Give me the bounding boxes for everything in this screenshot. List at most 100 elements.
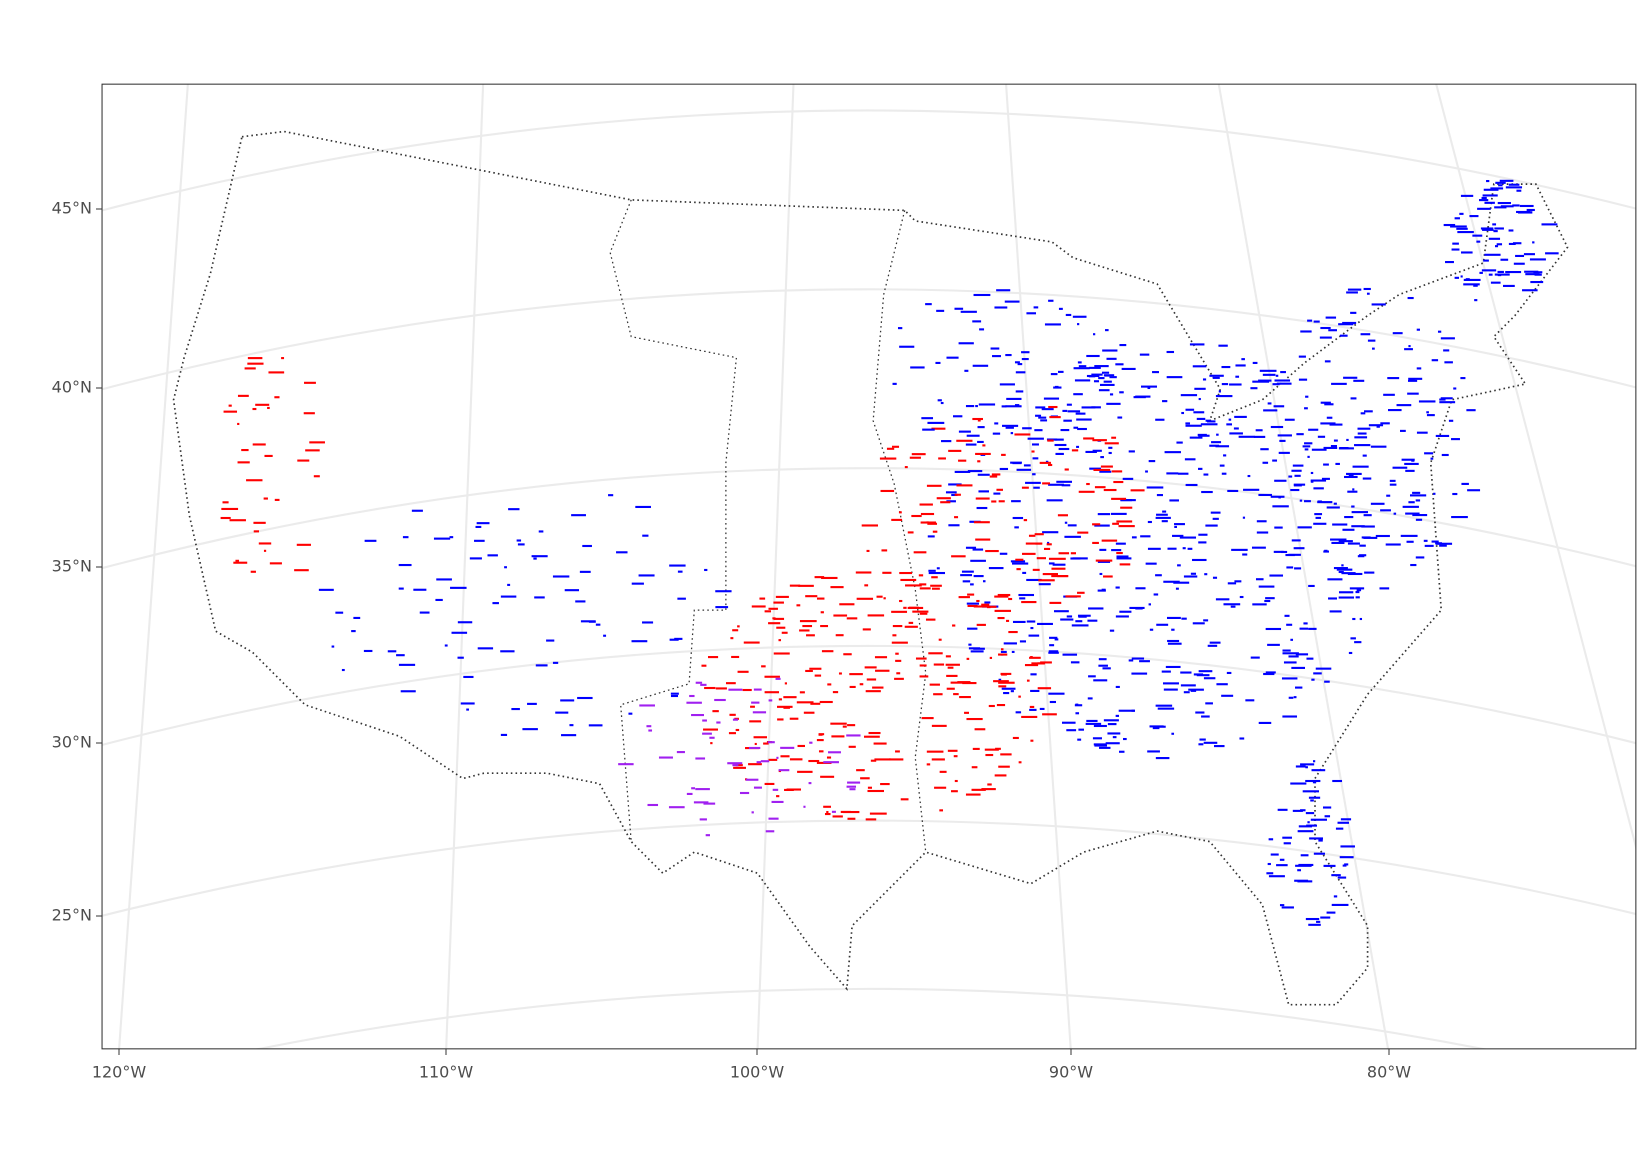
point <box>1048 692 1065 695</box>
point <box>1099 572 1103 576</box>
point <box>263 497 268 500</box>
point <box>948 449 962 452</box>
graticule-line <box>102 819 1636 917</box>
point <box>1315 516 1321 519</box>
point <box>1166 376 1183 379</box>
point <box>1376 425 1380 428</box>
point <box>1324 680 1330 683</box>
point <box>981 603 990 606</box>
point <box>803 805 806 808</box>
point <box>821 650 834 653</box>
point <box>1198 434 1210 437</box>
point <box>1227 489 1239 493</box>
point <box>1111 436 1117 439</box>
point <box>1264 599 1271 603</box>
point <box>1483 259 1489 262</box>
point <box>1320 916 1331 919</box>
point <box>433 537 451 540</box>
point <box>1451 438 1460 441</box>
point <box>1265 627 1282 631</box>
point <box>1267 643 1280 646</box>
x-tick-label: 80°W <box>1367 1063 1411 1082</box>
point <box>1187 547 1193 550</box>
point <box>1290 782 1307 785</box>
point <box>1375 534 1390 538</box>
point <box>1407 392 1419 395</box>
point <box>1026 578 1042 582</box>
point <box>1467 489 1481 492</box>
point <box>1277 808 1288 811</box>
point <box>929 683 940 686</box>
point <box>1313 487 1324 490</box>
point <box>814 576 825 579</box>
point <box>1046 499 1063 502</box>
point <box>1431 540 1439 543</box>
point <box>967 627 978 630</box>
point <box>735 764 743 767</box>
point <box>1026 312 1037 315</box>
point <box>1095 559 1113 562</box>
point <box>1437 330 1442 333</box>
point <box>1094 365 1109 368</box>
point <box>1056 480 1072 483</box>
point <box>396 654 405 657</box>
point <box>899 599 903 603</box>
point <box>803 711 815 714</box>
point <box>1310 818 1327 821</box>
point <box>1026 679 1030 682</box>
point <box>1077 427 1087 431</box>
point <box>1522 289 1538 292</box>
point <box>1006 397 1022 400</box>
point <box>1119 344 1127 347</box>
point <box>1048 483 1064 486</box>
point <box>1052 563 1066 566</box>
point <box>1306 657 1314 660</box>
point <box>1058 307 1063 310</box>
point <box>1234 580 1242 583</box>
point <box>1308 584 1315 588</box>
point <box>1265 671 1276 674</box>
point <box>925 618 936 621</box>
point <box>997 593 1011 597</box>
point <box>522 728 538 731</box>
point <box>965 443 977 446</box>
point <box>1291 539 1301 542</box>
point <box>1352 617 1356 621</box>
point <box>1108 446 1113 449</box>
point <box>824 812 831 816</box>
point <box>976 599 980 603</box>
point <box>729 713 736 716</box>
point <box>1155 757 1170 760</box>
point <box>477 647 494 650</box>
point <box>1162 510 1167 513</box>
point <box>1028 634 1040 637</box>
point <box>1135 587 1146 590</box>
point <box>1263 409 1278 412</box>
point <box>977 419 981 422</box>
point <box>946 674 958 677</box>
point <box>936 497 951 500</box>
point <box>797 770 813 773</box>
point <box>1348 474 1354 477</box>
point <box>1118 525 1135 528</box>
point <box>297 459 310 462</box>
point <box>1451 248 1460 251</box>
point <box>1073 426 1079 429</box>
point <box>1483 188 1499 191</box>
point <box>1297 869 1302 872</box>
point <box>1275 374 1279 377</box>
point <box>976 506 988 510</box>
point <box>1089 366 1101 369</box>
point <box>1272 459 1278 462</box>
point <box>1202 378 1207 381</box>
point <box>1043 397 1060 400</box>
point <box>1147 520 1152 524</box>
point <box>1077 531 1089 534</box>
point <box>1115 685 1120 689</box>
point <box>1218 390 1221 393</box>
point <box>1439 544 1447 547</box>
point <box>1400 429 1406 432</box>
point <box>1199 738 1206 741</box>
point <box>1430 457 1434 460</box>
point <box>1087 619 1098 622</box>
